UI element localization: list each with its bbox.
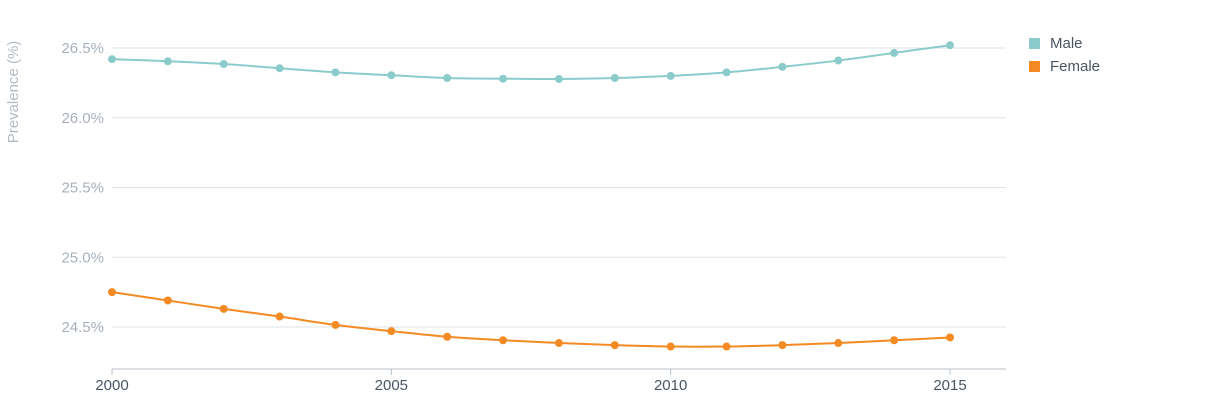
series-female <box>108 288 954 351</box>
data-point-female[interactable] <box>219 304 228 313</box>
data-point-male[interactable] <box>219 60 228 69</box>
data-point-female[interactable] <box>890 336 899 345</box>
data-point-female[interactable] <box>387 327 396 336</box>
y-axis-ticks: 24.5% 25.0% 25.5% 26.0% 26.5% <box>61 40 104 336</box>
data-point-male[interactable] <box>443 73 452 82</box>
data-point-male[interactable] <box>722 68 731 77</box>
data-point-female[interactable] <box>443 332 452 341</box>
data-point-male[interactable] <box>275 64 284 73</box>
data-point-male[interactable] <box>499 74 508 83</box>
data-point-female[interactable] <box>666 342 675 351</box>
data-point-female[interactable] <box>163 296 172 305</box>
y-tick-label: 25.0% <box>61 249 104 266</box>
data-point-female[interactable] <box>554 339 563 348</box>
legend: Male Female <box>1029 35 1100 75</box>
data-point-male[interactable] <box>163 57 172 66</box>
data-point-male[interactable] <box>610 73 619 82</box>
data-point-female[interactable] <box>946 333 954 342</box>
data-point-male[interactable] <box>778 62 787 71</box>
data-point-male[interactable] <box>387 71 396 80</box>
legend-item-male[interactable]: Male <box>1029 35 1083 52</box>
x-tick-label: 2005 <box>375 377 408 394</box>
y-tick-label: 26.0% <box>61 110 104 127</box>
data-point-female[interactable] <box>331 320 340 329</box>
legend-label-male: Male <box>1050 35 1083 52</box>
data-point-male[interactable] <box>890 48 899 57</box>
y-tick-label: 24.5% <box>61 319 104 336</box>
x-tick-label: 2000 <box>95 377 128 394</box>
data-point-male[interactable] <box>666 71 675 80</box>
y-tick-label: 26.5% <box>61 40 104 57</box>
data-point-male[interactable] <box>834 56 843 65</box>
data-point-female[interactable] <box>108 288 116 297</box>
series-line-male <box>111 44 951 80</box>
x-tick-label: 2010 <box>654 377 687 394</box>
series-line-female <box>111 291 951 348</box>
series-male <box>108 41 954 83</box>
grid-lines <box>112 47 1006 328</box>
x-tick-label: 2015 <box>933 377 966 394</box>
y-axis-title: Prevalence (%) <box>5 41 22 144</box>
legend-swatch-female <box>1029 61 1040 72</box>
legend-item-female[interactable]: Female <box>1029 58 1100 75</box>
legend-label-female: Female <box>1050 58 1100 75</box>
data-point-female[interactable] <box>834 339 843 348</box>
data-point-female[interactable] <box>499 336 508 345</box>
data-point-female[interactable] <box>610 341 619 350</box>
data-point-female[interactable] <box>275 312 284 321</box>
data-point-male[interactable] <box>331 68 340 77</box>
data-point-male[interactable] <box>554 74 563 83</box>
data-point-male[interactable] <box>108 55 116 64</box>
series-lines <box>108 41 954 351</box>
x-axis: 2000 2005 2010 2015 <box>95 368 1006 394</box>
data-point-female[interactable] <box>722 342 731 351</box>
legend-swatch-male <box>1029 38 1040 49</box>
data-point-male[interactable] <box>946 41 954 50</box>
data-point-female[interactable] <box>778 341 787 350</box>
y-tick-label: 25.5% <box>61 180 104 197</box>
